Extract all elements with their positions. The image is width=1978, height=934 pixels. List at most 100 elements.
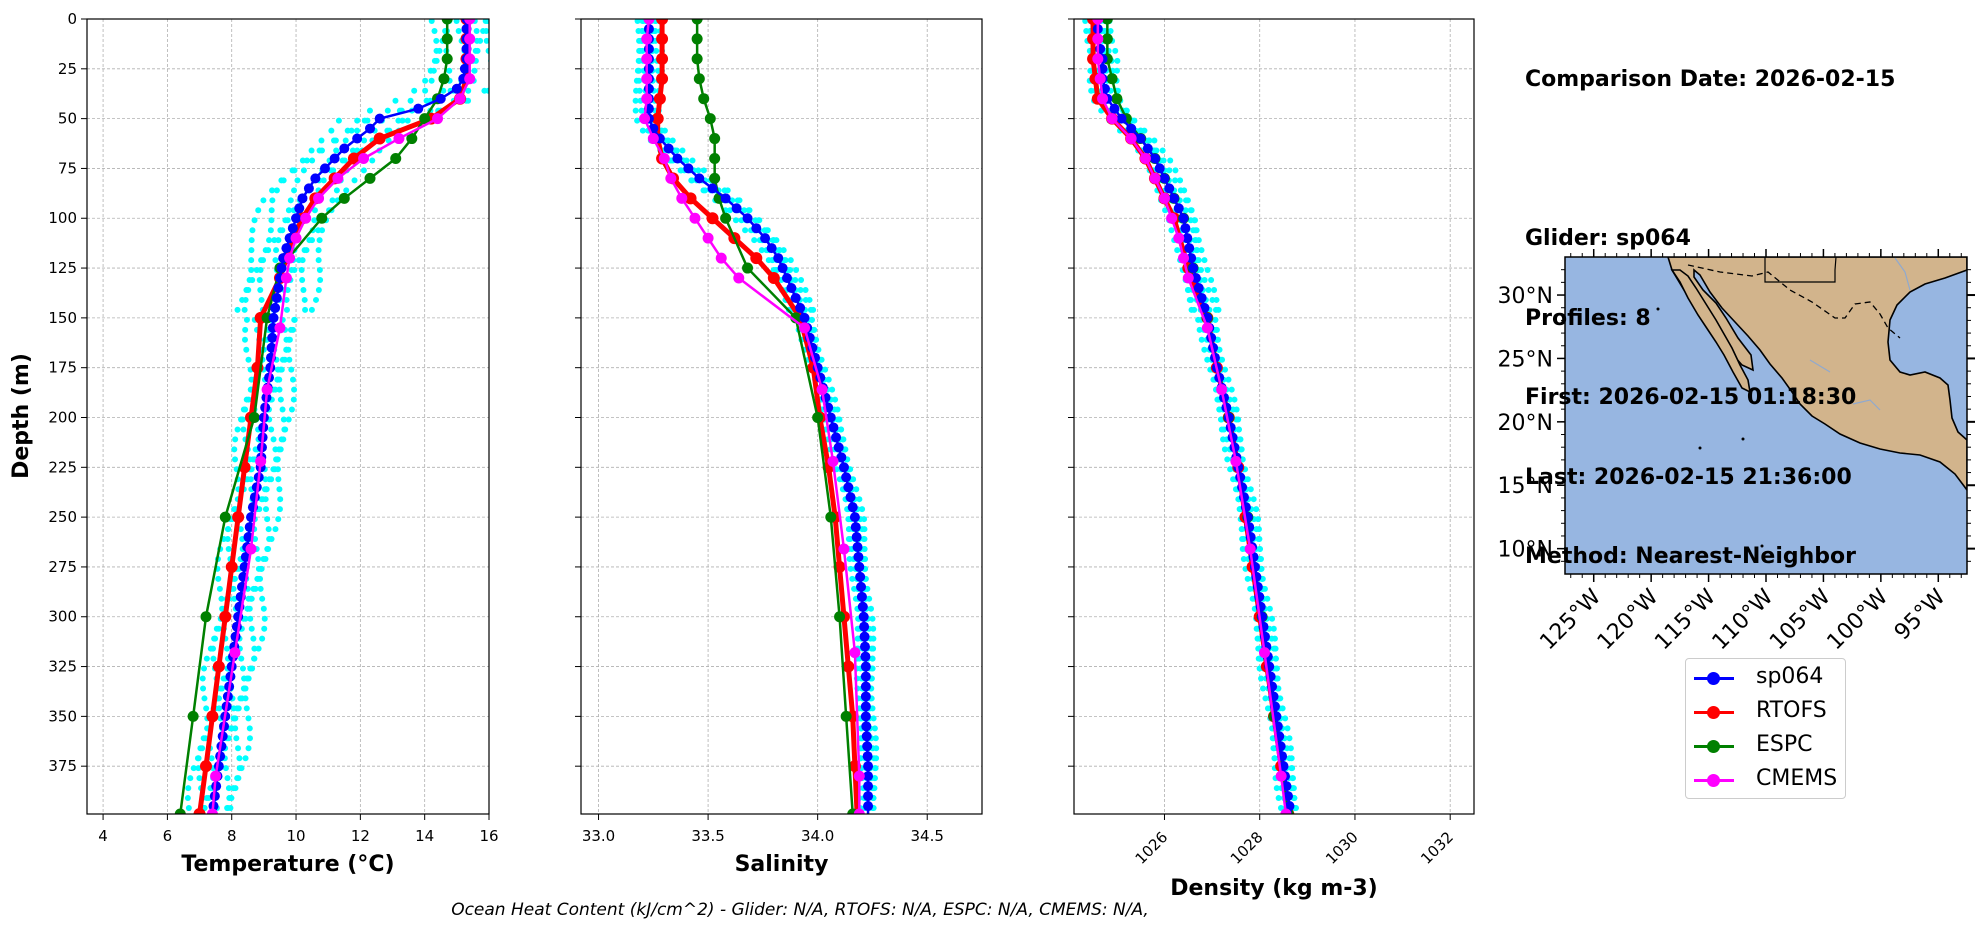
glider-profile-point (220, 675, 227, 682)
series-point-sp064 (1109, 103, 1120, 114)
glider-profile-point (249, 277, 256, 284)
glider-profile-point (248, 247, 255, 254)
y-axis-label: Depth (m) (9, 353, 34, 479)
glider-profile-point (184, 795, 191, 802)
glider-profile-point (269, 187, 276, 194)
series-point-cmems (300, 212, 312, 224)
glider-profile-point (422, 87, 429, 94)
glider-profile-point (222, 765, 229, 772)
glider-profile-point (1188, 296, 1195, 303)
series-point-cmems (393, 133, 405, 145)
glider-profile-point (251, 655, 258, 662)
series-point-sp064 (851, 532, 862, 543)
map-lat-label: 25°N (1498, 347, 1553, 372)
glider-profile-point (315, 257, 322, 264)
glider-profile-point (385, 137, 392, 144)
map-baja (1670, 269, 1752, 394)
glider-profile-point (369, 157, 376, 164)
glider-profile-point (1282, 715, 1289, 722)
glider-profile-point (291, 386, 298, 393)
glider-profile-point (203, 795, 210, 802)
series-point-sp064 (249, 492, 260, 503)
series-point-sp064 (850, 522, 861, 533)
series-point-rtofs (373, 132, 386, 145)
series-point-espc (316, 212, 328, 224)
glider-profile-point (1221, 446, 1228, 453)
series-point-cmems (261, 384, 273, 396)
glider-profile-point (474, 47, 481, 54)
glider-profile-point (700, 167, 707, 174)
series-point-espc (834, 611, 846, 623)
glider-profile-point (1255, 516, 1262, 523)
glider-profile-point (276, 376, 283, 383)
glider-profile-point (392, 97, 399, 104)
series-point-sp064 (1184, 243, 1195, 254)
series-point-sp064 (852, 542, 863, 553)
glider-profile-point (246, 725, 253, 732)
glider-profile-point (1250, 496, 1257, 503)
y-tick-label: 225 (48, 458, 77, 476)
glider-profile-point (268, 217, 275, 224)
series-point-sp064 (303, 183, 314, 194)
series-point-cmems (245, 543, 257, 555)
series-point-cmems (643, 19, 655, 25)
glider-profile-point (1198, 267, 1205, 274)
glider-profile-point (277, 496, 284, 503)
info-panel: Comparison Date: 2026-02-15 Glider: sp06… (1525, 14, 1895, 624)
y-tick-label: 375 (48, 757, 77, 775)
series-point-espc (691, 33, 703, 45)
series-point-sp064 (1282, 791, 1293, 802)
series-point-espc (1111, 93, 1123, 105)
glider-profile-point (285, 346, 292, 353)
glider-profile-point (838, 426, 845, 433)
glider-profile-point (806, 296, 813, 303)
series-point-cmems (1094, 73, 1106, 85)
glider-profile-point (260, 555, 267, 562)
glider-profile-point (485, 87, 489, 94)
glider-profile-point (758, 247, 765, 254)
glider-profile-point (285, 207, 292, 214)
salinity-plot-area (632, 19, 880, 814)
glider-profile-point (213, 625, 220, 632)
glider-profile-point (455, 27, 462, 34)
glider-profile-point (360, 167, 367, 174)
glider-profile-point (502, 38, 508, 44)
glider-profile-point (272, 257, 279, 264)
glider-profile-point (634, 117, 641, 124)
series-point-sp064 (672, 153, 683, 164)
series-point-sp064 (795, 302, 806, 313)
series-point-cmems (229, 647, 241, 659)
glider-profile-point (232, 436, 239, 443)
series-point-sp064 (856, 581, 867, 592)
glider-profile-point (315, 286, 322, 293)
series-point-cmems (464, 73, 476, 85)
series-point-espc (200, 611, 212, 623)
glider-profile-point (309, 157, 316, 164)
glider-profile-point (422, 77, 429, 84)
series-point-sp064 (863, 791, 874, 802)
series-point-sp064 (833, 442, 844, 453)
glider-profile-point (354, 117, 361, 124)
glider-profile-point (272, 526, 279, 533)
series-point-rtofs (653, 92, 666, 105)
series-point-sp064 (860, 711, 871, 722)
glider-profile-point (277, 396, 284, 403)
glider-profile-point (866, 595, 873, 602)
series-point-sp064 (766, 243, 777, 254)
glider-profile-point (268, 426, 275, 433)
glider-profile-point (197, 745, 204, 752)
glider-profile-point (236, 755, 243, 762)
glider-profile-point (276, 486, 283, 493)
glider-profile-point (868, 605, 875, 612)
glider-profile-point (780, 247, 787, 254)
glider-profile-point (351, 177, 358, 184)
glider-profile-point (810, 306, 817, 313)
series-point-sp064 (643, 63, 654, 74)
glider-profile-point (201, 695, 208, 702)
glider-profile-point (477, 37, 484, 44)
glider-profile-point (285, 336, 292, 343)
temperature-panel: 0 25 50 75 100 125 150 175 200 225 250 275 300 325 350… (48, 10, 508, 877)
glider-profile-point (1216, 346, 1223, 353)
series-point-sp064 (786, 282, 797, 293)
y-tick-label: 100 (48, 209, 77, 227)
